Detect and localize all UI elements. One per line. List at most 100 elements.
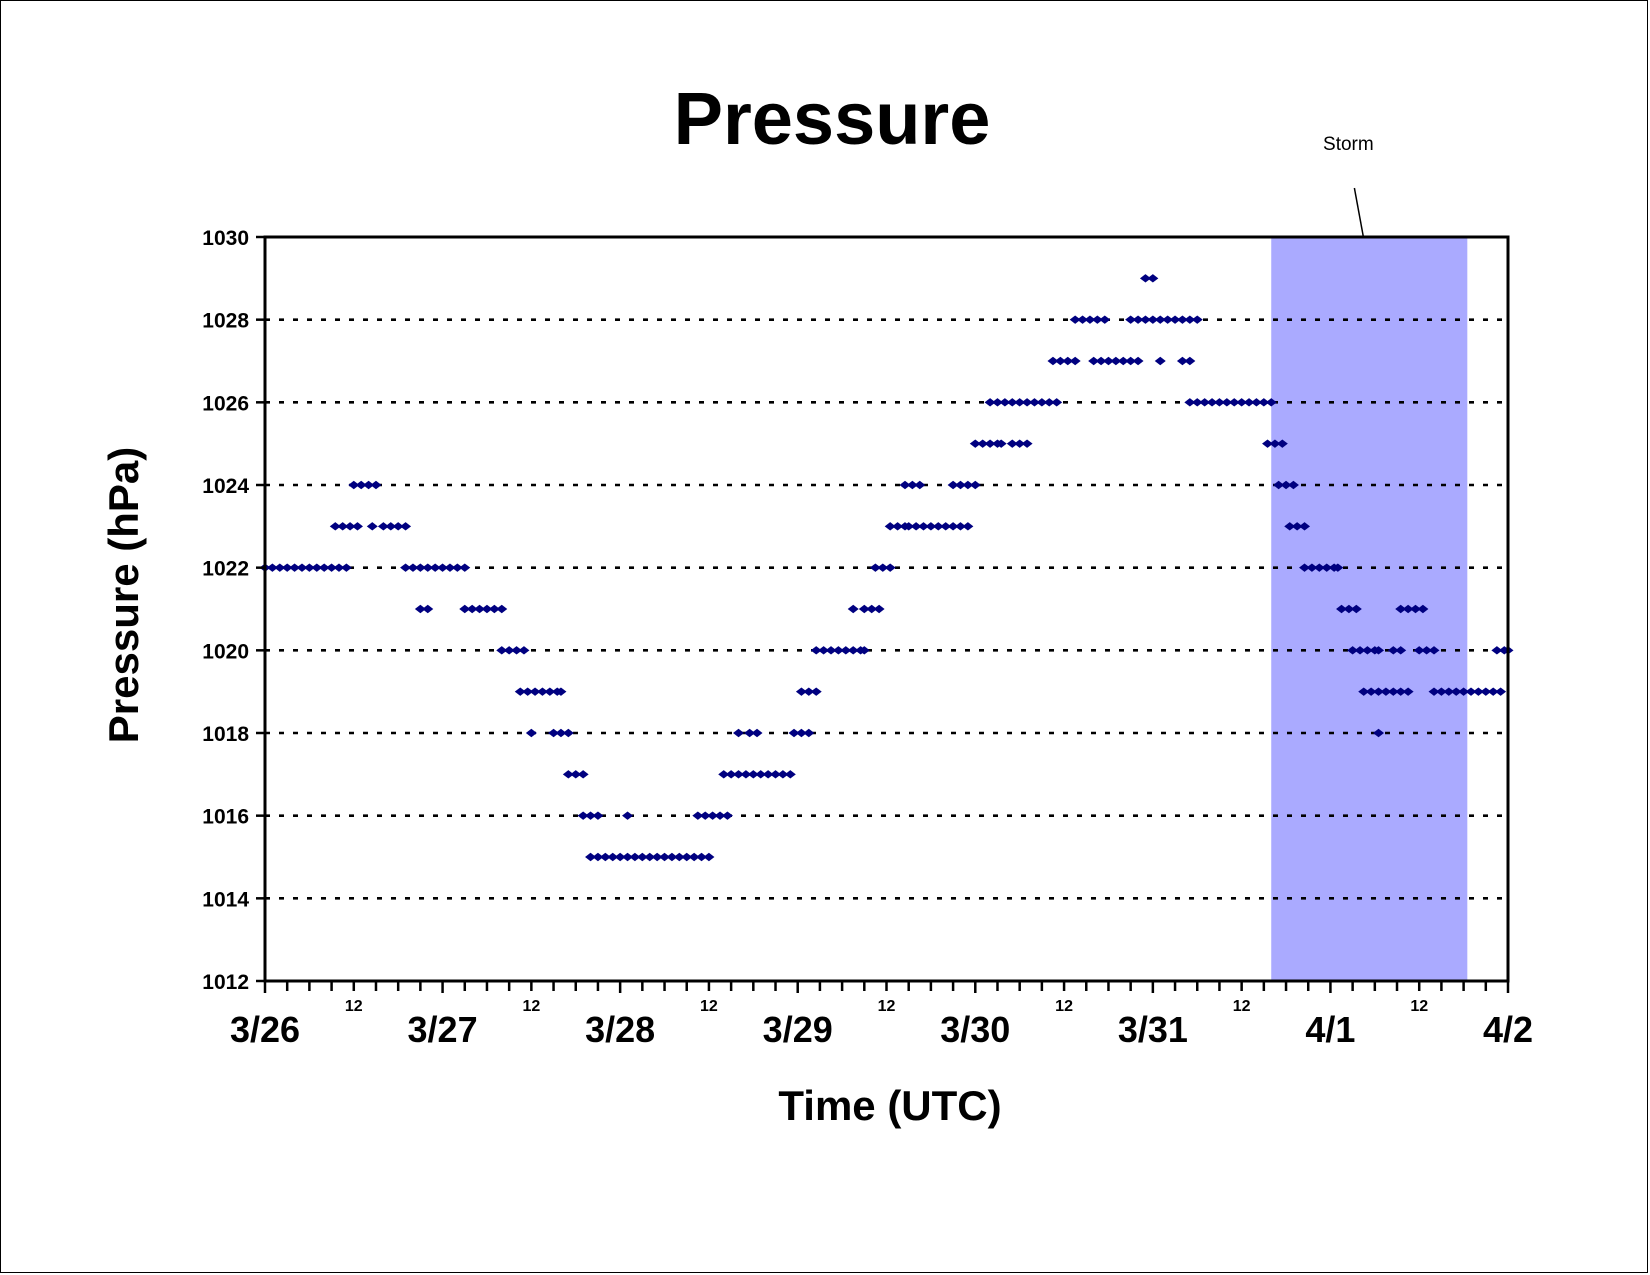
data-point (614, 852, 626, 862)
data-point (666, 852, 678, 862)
data-point (1435, 687, 1447, 696)
data-point (570, 770, 582, 779)
data-point (1184, 315, 1196, 324)
storm-shade (1271, 237, 1468, 981)
data-point (925, 522, 937, 531)
data-point (585, 811, 597, 820)
data-point (1154, 315, 1166, 324)
data-point (914, 480, 926, 490)
data-point (355, 480, 367, 490)
data-point (1147, 274, 1159, 283)
data-point (385, 522, 397, 531)
y-axis-label: Pressure (hPa) (100, 447, 147, 743)
data-point (1413, 646, 1425, 655)
data-point (1139, 315, 1151, 324)
data-point (847, 604, 859, 614)
data-point (995, 439, 1007, 448)
data-point (392, 522, 404, 531)
data-point (1373, 687, 1385, 696)
data-point (1099, 315, 1111, 324)
data-point (962, 480, 974, 490)
y-tick-label: 1030 (202, 227, 249, 250)
x-day-label: 3/27 (408, 1009, 478, 1050)
y-tick-label: 1026 (202, 392, 249, 415)
data-point (644, 852, 656, 862)
y-tick-label: 1016 (202, 806, 249, 829)
data-point (1380, 687, 1392, 696)
data-point (1354, 646, 1366, 655)
data-point (1132, 315, 1144, 324)
data-point (659, 852, 671, 862)
data-point (1284, 522, 1296, 531)
data-point (1014, 439, 1026, 448)
data-point (363, 480, 375, 490)
data-point (562, 770, 574, 779)
data-point (1321, 563, 1333, 572)
data-point (1299, 522, 1311, 531)
data-point (296, 563, 308, 572)
data-point (488, 604, 500, 614)
data-point (1465, 687, 1477, 696)
data-point (1343, 604, 1355, 614)
data-point (370, 480, 382, 490)
data-point (932, 522, 944, 531)
data-point (577, 770, 589, 779)
data-point (1332, 563, 1344, 572)
data-point (1051, 398, 1063, 407)
data-point (1373, 728, 1385, 738)
data-point (503, 646, 515, 655)
data-point (721, 811, 733, 820)
data-point (1491, 646, 1503, 655)
data-point (1265, 398, 1277, 407)
data-point (840, 646, 852, 655)
data-point (529, 687, 541, 696)
data-point (636, 852, 648, 862)
data-point (544, 687, 556, 696)
data-point (1139, 274, 1151, 283)
data-point (274, 563, 286, 572)
data-point (795, 687, 807, 696)
data-point (1047, 356, 1059, 366)
data-point (351, 522, 363, 531)
storm-shade-layer (1271, 237, 1468, 981)
data-point (1191, 315, 1203, 324)
y-tick-label: 1014 (202, 888, 249, 911)
data-point (688, 852, 700, 862)
data-point (1395, 687, 1407, 696)
data-point (725, 770, 737, 779)
data-point (991, 398, 1003, 407)
data-point (318, 563, 330, 572)
data-point (437, 563, 449, 572)
data-point (733, 728, 745, 738)
x-noon-label: 12 (700, 998, 718, 1015)
data-point (496, 646, 508, 655)
y-tick-label: 1024 (202, 475, 249, 498)
data-point (1347, 646, 1359, 655)
storm-label: Storm (1323, 134, 1374, 155)
x-axis-label: Time (UTC) (778, 1082, 1001, 1129)
data-point (1069, 356, 1081, 366)
data-point (899, 480, 911, 490)
x-day-label: 4/1 (1305, 1009, 1355, 1050)
data-point (1402, 604, 1414, 614)
data-point (1387, 646, 1399, 655)
data-point (1054, 356, 1066, 366)
data-point (366, 522, 378, 531)
data-point (1472, 687, 1484, 696)
chart-title: Pressure (674, 77, 991, 160)
y-tick-label: 1020 (202, 640, 249, 663)
x-noon-label: 12 (1410, 998, 1428, 1015)
x-noon-label: 12 (522, 998, 540, 1015)
data-point (333, 563, 345, 572)
data-point (514, 687, 526, 696)
data-point (303, 563, 315, 572)
data-point (892, 522, 904, 531)
data-point (714, 811, 726, 820)
data-point (1110, 356, 1122, 366)
data-point (496, 604, 508, 614)
data-point (755, 770, 767, 779)
data-point (884, 563, 896, 572)
data-point (548, 728, 560, 738)
data-point (877, 563, 889, 572)
